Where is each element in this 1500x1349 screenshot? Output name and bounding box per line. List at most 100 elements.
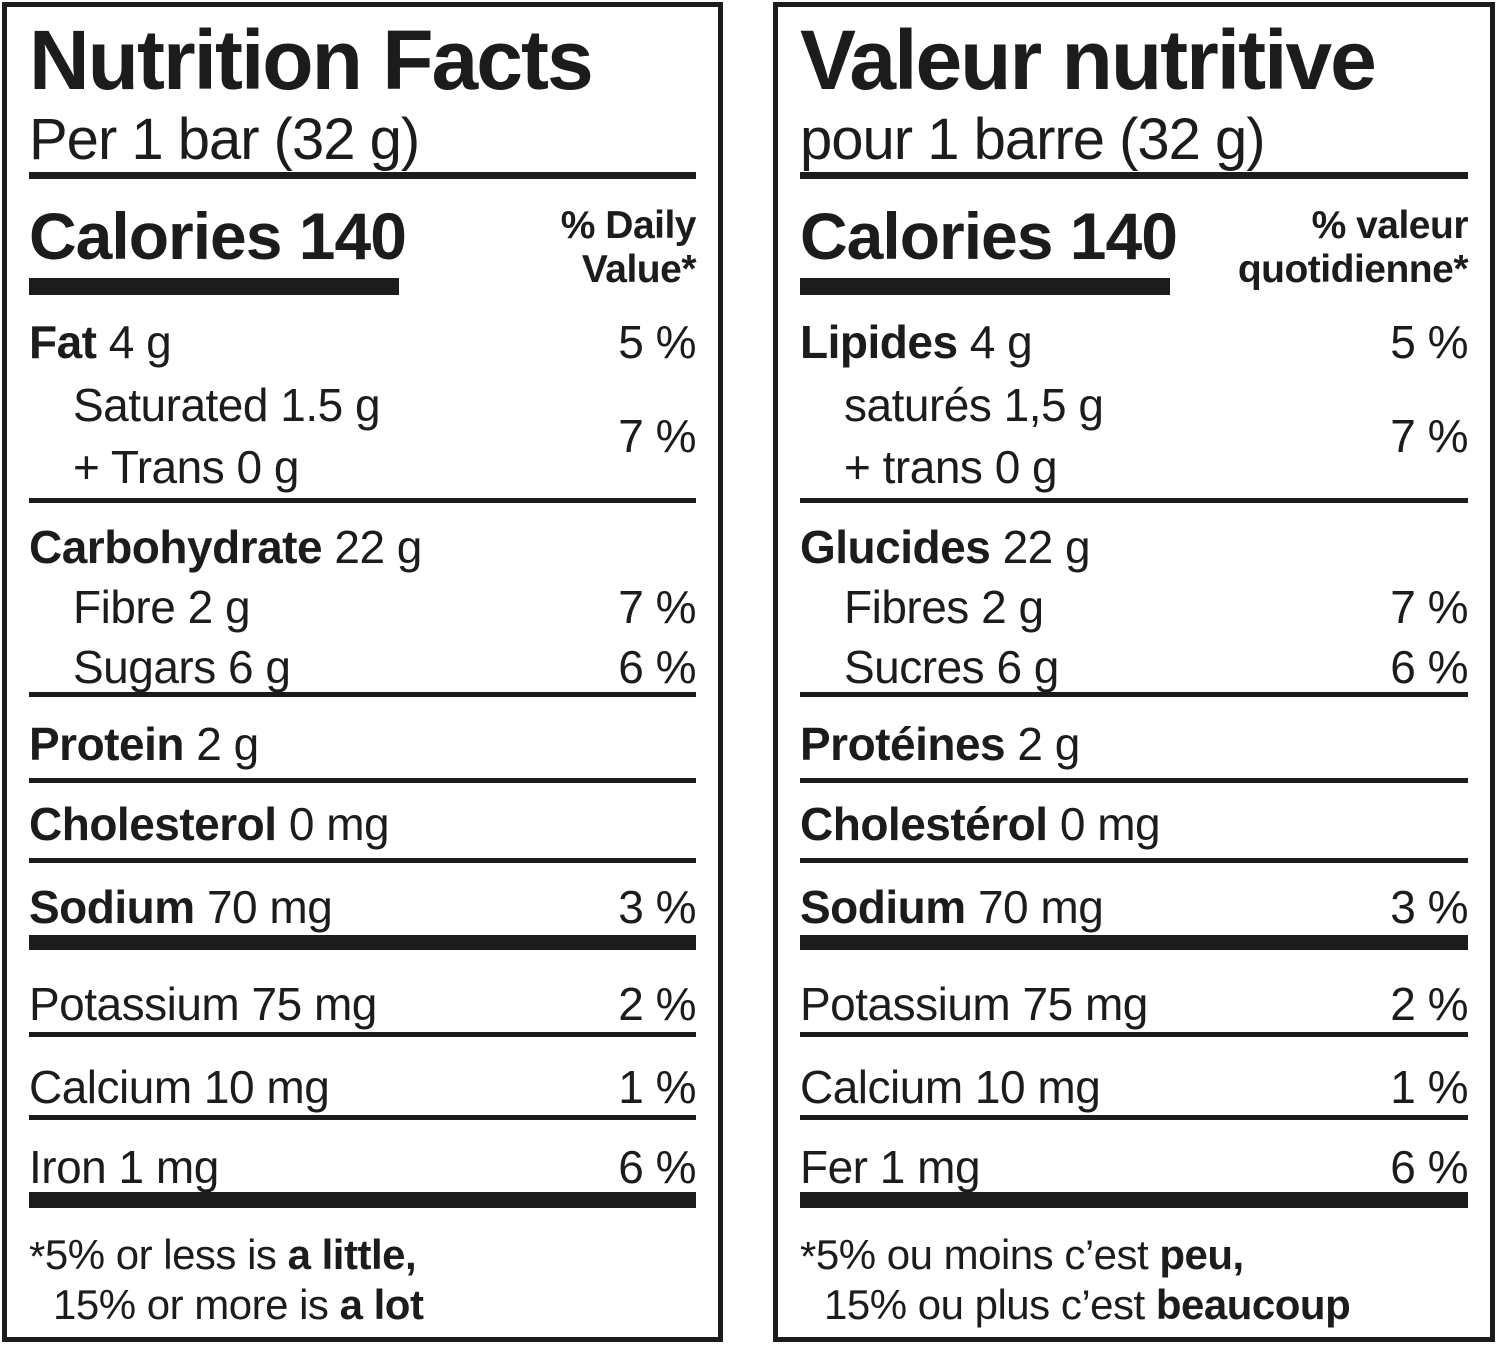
nutrient-label: Potassium 75 mg [800, 978, 1148, 1030]
daily-value: 2 % [1390, 978, 1468, 1030]
footnote-text: 5% or less is [44, 1231, 288, 1278]
nutrient-label: Fer 1 mg [800, 1141, 981, 1193]
nutrient-label: Sucres 6 g [844, 641, 1059, 693]
divider [29, 498, 696, 503]
nutrition-facts-panel-french: Valeur nutritive pour 1 barre (32 g) Cal… [773, 2, 1495, 1342]
nutrient-label: Glucides 22 g [800, 521, 1091, 573]
nutrient-name: Fat [29, 316, 97, 368]
nutrient-name: Lipides [800, 316, 958, 368]
nutrient-amount: 2 g [183, 718, 259, 770]
daily-value: 6 % [618, 641, 696, 693]
nutrient-label: Sugars 6 g [73, 641, 291, 693]
nutrient-amount: 4 g [957, 316, 1033, 368]
nutrient-label: Cholesterol 0 mg [29, 798, 390, 850]
daily-value: 5 % [618, 316, 696, 368]
divider [800, 778, 1468, 783]
divider [29, 778, 696, 783]
serving-size: pour 1 barre (32 g) [800, 107, 1266, 172]
daily-value: 6 % [618, 1141, 696, 1193]
row-fibre: Fibre 2 g 7 % [29, 581, 696, 633]
nutrient-label: Protéines 2 g [800, 720, 1080, 768]
daily-value: 2 % [618, 978, 696, 1030]
nutrient-name: Protein [29, 718, 184, 770]
row-fat: Lipides 4 g 5 % [800, 316, 1468, 368]
daily-value: 1 % [618, 1061, 696, 1113]
nutrient-name: Sodium [29, 881, 195, 933]
daily-value: 7 % [1390, 410, 1468, 462]
nutrient-label: Cholestérol 0 mg [800, 798, 1161, 850]
daily-value: 7 % [618, 410, 696, 462]
divider [800, 692, 1468, 697]
daily-value: 6 % [1390, 641, 1468, 693]
panel-title: Valeur nutritive [800, 13, 1377, 107]
divider [800, 858, 1468, 863]
nutrient-label: Saturated 1.5 g + Trans 0 g [29, 374, 381, 498]
divider [29, 1115, 696, 1120]
row-cholesterol: Cholesterol 0 mg [29, 800, 696, 848]
divider-serving [800, 172, 1468, 179]
footnote-text: 5% ou moins c’est [815, 1231, 1160, 1278]
row-protein: Protéines 2 g [800, 720, 1468, 768]
nutrient-name: Glucides [800, 521, 991, 573]
row-sugars: Sugars 6 g 6 % [29, 641, 696, 693]
divider-serving [29, 172, 696, 179]
nutrient-amount: 22 g [322, 521, 422, 573]
nutrient-name: Cholestérol [800, 798, 1048, 850]
panel-title: Nutrition Facts [29, 13, 594, 107]
row-saturated-trans: Saturated 1.5 g + Trans 0 g 7 % [29, 374, 696, 498]
footnote-bold: a little, [287, 1231, 417, 1278]
asterisk: * [29, 1233, 45, 1280]
daily-value: 5 % [1390, 316, 1468, 368]
nutrient-label: Protein 2 g [29, 720, 259, 768]
daily-value: 7 % [618, 581, 696, 633]
divider [29, 692, 696, 697]
asterisk: * [800, 1233, 816, 1280]
footnote: *5% or less is a little, 15% or more is … [29, 1230, 696, 1330]
daily-value: 3 % [618, 881, 696, 933]
row-sugars: Sucres 6 g 6 % [800, 641, 1468, 693]
nutrient-amount: 2 g [1005, 718, 1080, 770]
footnote-line2: 15% or more is a lot [53, 1280, 696, 1330]
nutrient-amount: 70 mg [194, 881, 333, 933]
row-sodium: Sodium 70 mg 3 % [29, 881, 696, 933]
nutrient-amount: 22 g [990, 521, 1091, 573]
daily-value: 6 % [1390, 1141, 1468, 1193]
footnote-bold: peu, [1159, 1231, 1244, 1278]
row-iron: Iron 1 mg 6 % [29, 1141, 696, 1193]
daily-value-header: % valeur quotidienne* [1237, 204, 1469, 291]
row-iron: Fer 1 mg 6 % [800, 1141, 1468, 1193]
footnote-bold: beaucoup [1155, 1281, 1351, 1328]
row-potassium: Potassium 75 mg 2 % [29, 978, 696, 1030]
nutrient-label: Iron 1 mg [29, 1141, 219, 1193]
nutrient-amount: 0 mg [276, 798, 390, 850]
nutrient-label: Calcium 10 mg [800, 1061, 1101, 1113]
nutrient-label: Sodium 70 mg [29, 881, 333, 933]
divider [800, 498, 1468, 503]
nutrient-label: Fat 4 g [29, 316, 172, 368]
footnote-line1: *5% or less is a little, [29, 1230, 696, 1280]
row-fat: Fat 4 g 5 % [29, 316, 696, 368]
nutrient-label: Potassium 75 mg [29, 978, 377, 1030]
saturated-line: saturés 1,5 g [844, 379, 1104, 431]
nutrient-name: Sodium [800, 881, 966, 933]
nutrient-label: Fibre 2 g [73, 581, 251, 633]
daily-value-header: % Daily Value* [560, 204, 697, 291]
row-protein: Protein 2 g [29, 720, 696, 768]
nutrient-amount: 70 mg [965, 881, 1104, 933]
daily-value: 3 % [1390, 881, 1468, 933]
trans-line: + Trans 0 g [73, 441, 299, 493]
calories-value: Calories 140 [29, 199, 407, 273]
row-carbohydrate: Glucides 22 g [800, 523, 1468, 571]
footnote-line2: 15% ou plus c’est beaucoup [824, 1280, 1468, 1330]
nutrient-name: Carbohydrate [29, 521, 323, 573]
nutrient-name: Protéines [800, 718, 1006, 770]
nutrition-facts-panel-english: Nutrition Facts Per 1 bar (32 g) Calorie… [2, 2, 723, 1342]
row-saturated-trans: saturés 1,5 g + trans 0 g 7 % [800, 374, 1468, 498]
nutrient-amount: 4 g [96, 316, 172, 368]
calories-underline-bar [800, 278, 1170, 295]
divider [29, 1032, 696, 1037]
daily-value: 7 % [1390, 581, 1468, 633]
nutrient-label: Sodium 70 mg [800, 881, 1104, 933]
row-sodium: Sodium 70 mg 3 % [800, 881, 1468, 933]
divider [800, 1032, 1468, 1037]
